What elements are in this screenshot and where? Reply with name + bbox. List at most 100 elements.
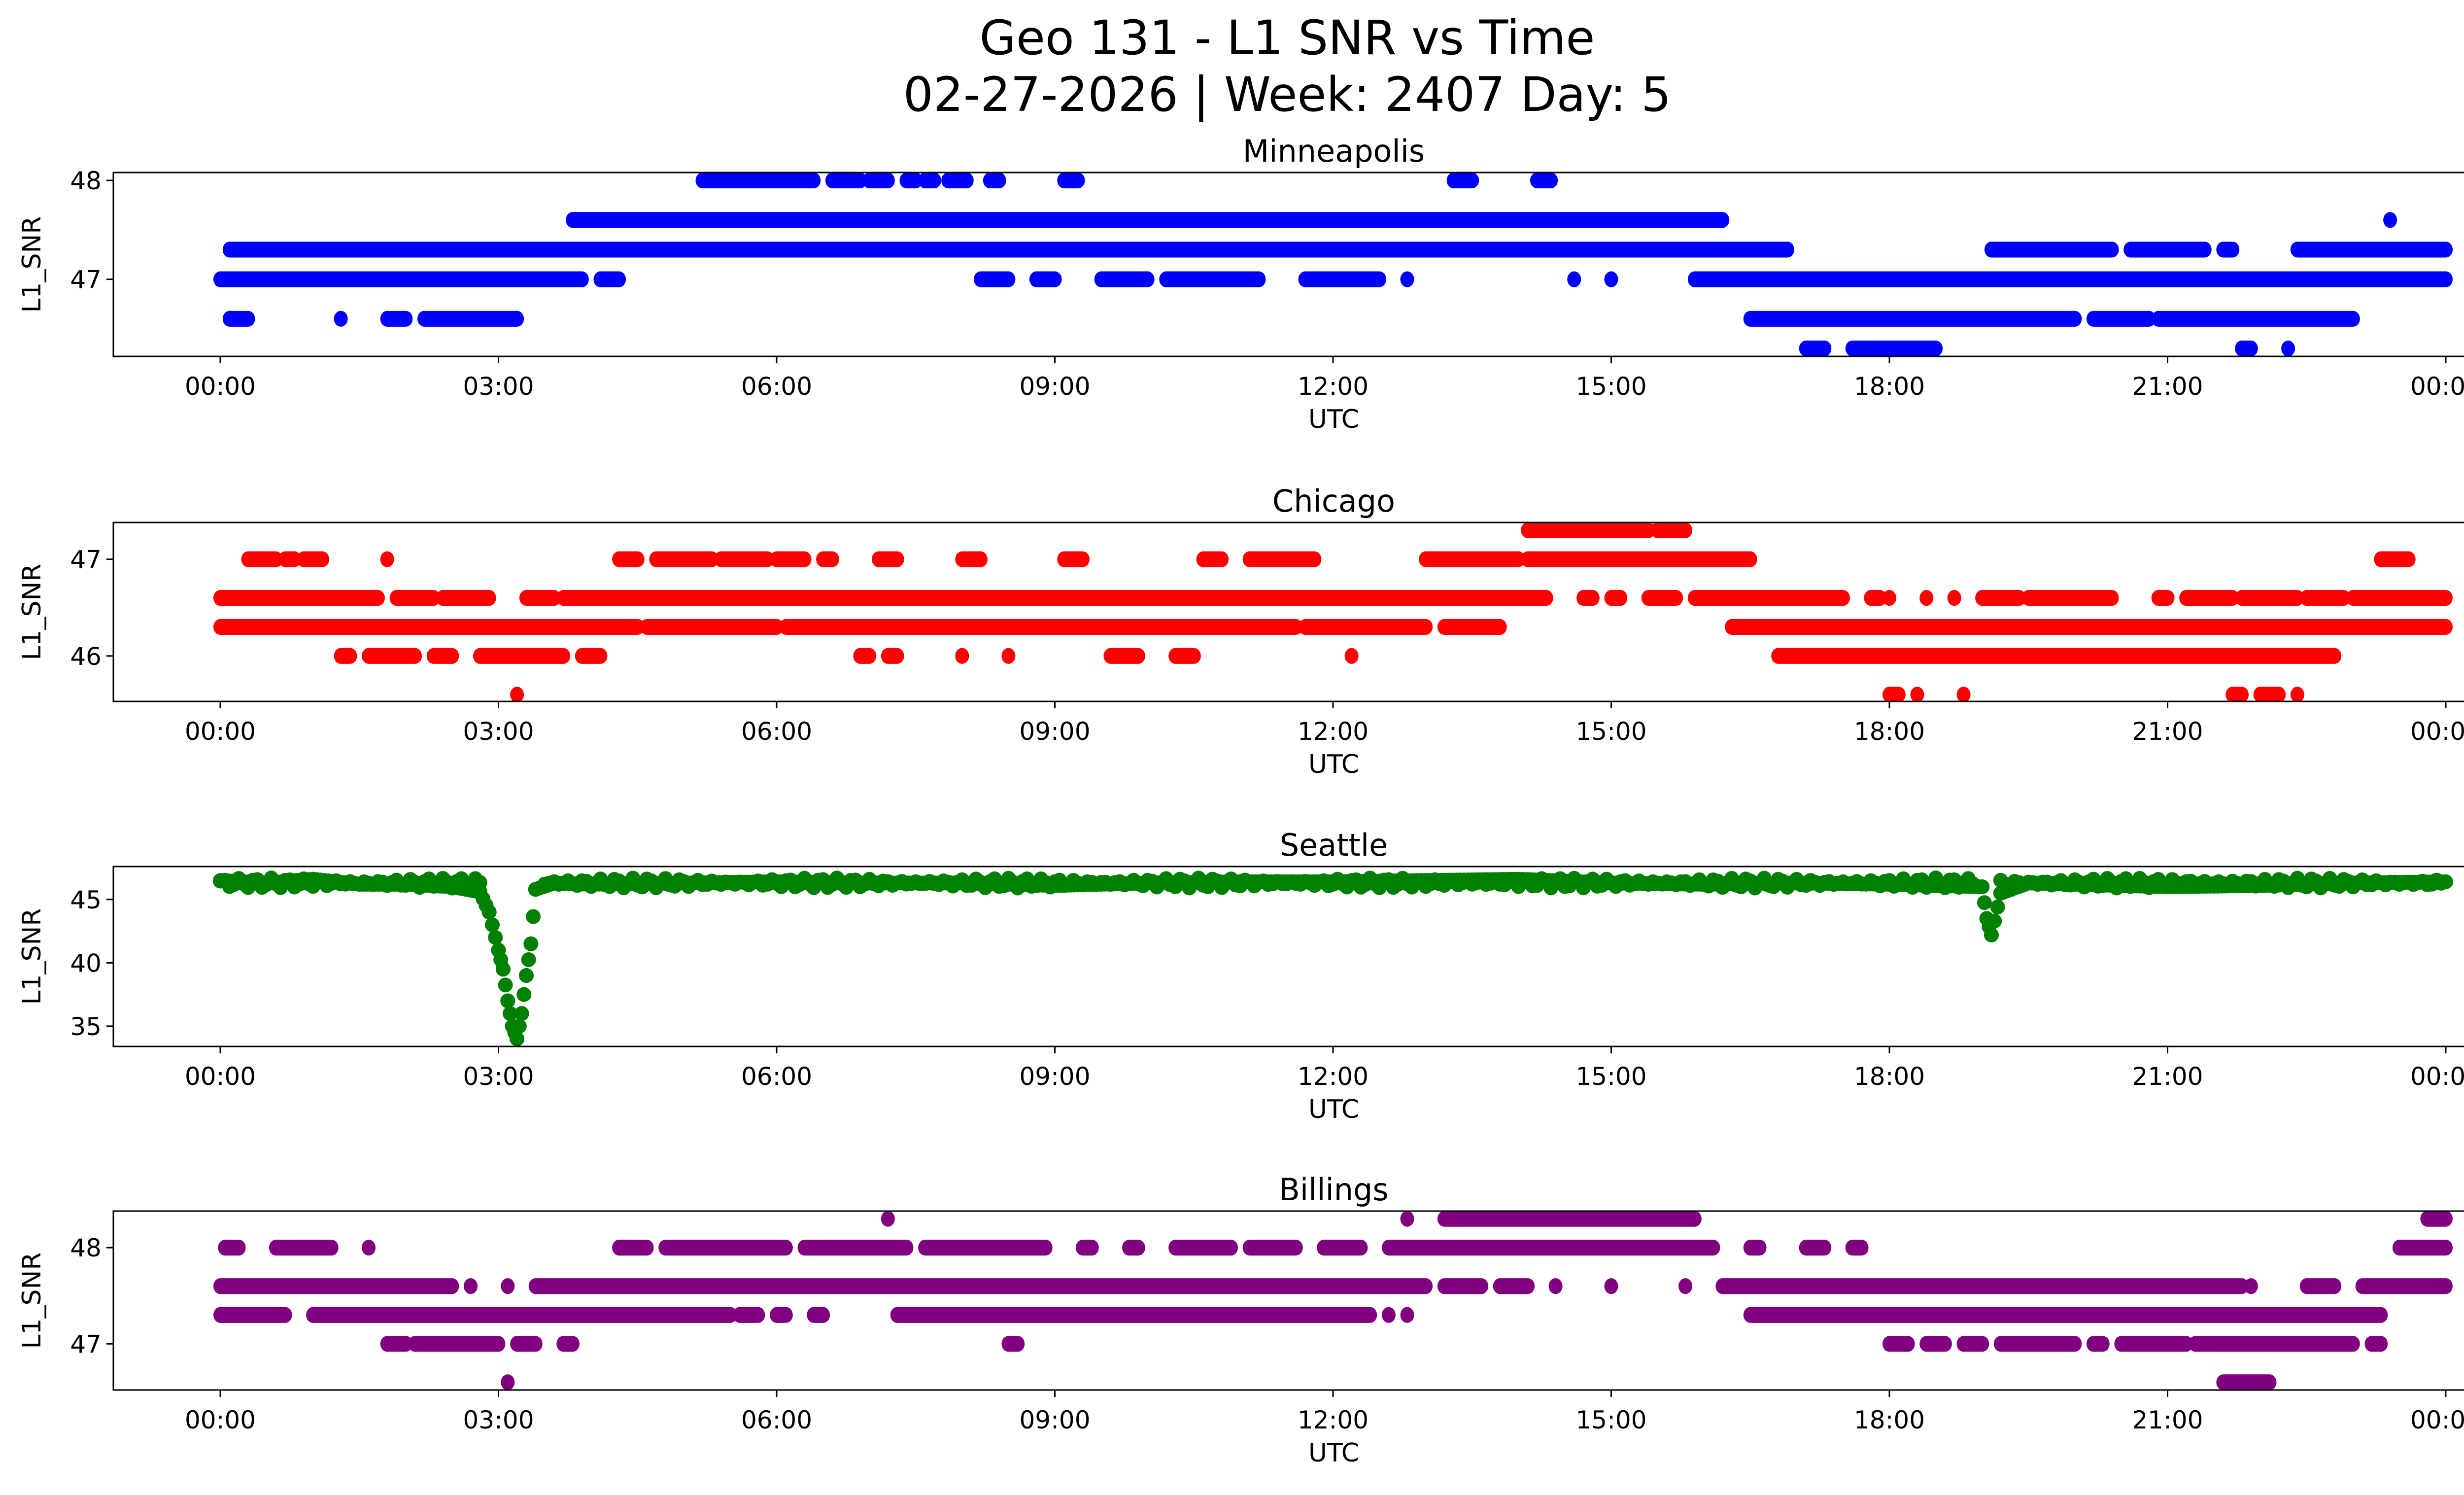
data-point [501, 1374, 515, 1390]
data-run [1493, 1278, 1535, 1294]
data-run [1437, 619, 1507, 635]
data-run [1725, 619, 2453, 635]
data-run [1604, 590, 1628, 606]
data-run [1446, 173, 1479, 189]
x-tick-label: 12:00 [1298, 372, 1369, 401]
data-run [334, 648, 357, 664]
data-run [473, 648, 571, 664]
data-point [2290, 687, 2304, 701]
x-tick-label: 00:00 [185, 1062, 256, 1091]
data-point [1990, 900, 2005, 915]
y-tick-label: 40 [70, 949, 102, 977]
data-point [523, 936, 539, 951]
y-tick-label: 48 [70, 167, 102, 195]
data-point [498, 977, 513, 993]
data-run [816, 551, 839, 567]
data-run [732, 1307, 765, 1323]
data-run [890, 1307, 1377, 1323]
data-run [983, 173, 1006, 189]
y-tick-label: 48 [70, 1234, 102, 1262]
scatter-points [213, 1211, 2453, 1390]
y-axis-label: L1_SNR [17, 1252, 47, 1349]
data-point [1956, 687, 1971, 701]
x-tick-label: 06:00 [741, 1406, 812, 1434]
data-run [2346, 590, 2453, 606]
data-point [1001, 648, 1016, 664]
y-axis-label: L1_SNR [17, 216, 47, 313]
data-run [1103, 648, 1145, 664]
scatter-points [213, 870, 2453, 1046]
data-run [213, 271, 589, 287]
data-point [362, 1240, 376, 1256]
x-tick-label: 09:00 [1019, 1062, 1090, 1091]
x-tick-label: 21:00 [2132, 1062, 2203, 1091]
data-run [770, 1307, 793, 1323]
data-point [2383, 212, 2397, 228]
x-tick-label: 15:00 [1575, 1406, 1646, 1434]
data-run [973, 271, 1016, 287]
data-run [1317, 1240, 1368, 1256]
data-run [807, 1307, 830, 1323]
data-point [514, 1006, 529, 1021]
data-run [306, 1307, 737, 1323]
data-run [649, 551, 719, 567]
x-axis-label: UTC [1308, 1095, 1359, 1124]
data-point [481, 904, 497, 920]
data-run [612, 551, 645, 567]
data-run [853, 648, 877, 664]
data-run [1743, 311, 2082, 327]
data-run [1743, 1307, 2388, 1323]
data-point [510, 1031, 525, 1046]
data-run [640, 619, 784, 635]
data-run [1094, 271, 1155, 287]
data-run [593, 271, 626, 287]
data-run [575, 648, 608, 664]
data-run [1437, 1211, 1702, 1227]
data-run [1029, 271, 1062, 287]
chart-subtitle: 02-27-2026 | Week: 2407 Day: 5 [903, 67, 1672, 123]
data-run [918, 1240, 1053, 1256]
data-run [695, 173, 821, 189]
data-run [269, 1240, 339, 1256]
data-run [2114, 1336, 2193, 1352]
data-run [2086, 1336, 2110, 1352]
data-run [1882, 687, 1906, 701]
data-run [1168, 648, 1201, 664]
data-run [862, 173, 895, 189]
panel-title: Minneapolis [1243, 133, 1425, 169]
data-run [213, 590, 385, 606]
data-run [2151, 311, 2360, 327]
data-run [1122, 1240, 1145, 1256]
data-run [1576, 590, 1600, 606]
data-run [658, 1240, 793, 1256]
data-run [1799, 1240, 1832, 1256]
data-run [2420, 1211, 2453, 1227]
x-tick-label: 12:00 [1298, 1062, 1369, 1091]
data-point [1400, 271, 1414, 287]
data-run [528, 1278, 1433, 1294]
data-run [278, 551, 302, 567]
data-run [510, 1336, 543, 1352]
x-tick-label: 00:00 [2410, 1406, 2464, 1434]
x-tick-label: 21:00 [2132, 372, 2203, 401]
data-run [2123, 242, 2212, 258]
data-point [464, 1278, 478, 1294]
data-run [2188, 1336, 2360, 1352]
data-point [1987, 913, 2002, 929]
data-run [918, 173, 941, 189]
data-point [1344, 648, 1359, 664]
data-run [1242, 551, 1322, 567]
data-run [1001, 1336, 1025, 1352]
data-run [213, 1278, 459, 1294]
panel-minneapolis: Minneapolis 47 48 L1_SNR 00:00 03:00 06:00 09:0… [17, 133, 2464, 434]
data-run [389, 590, 441, 606]
y-tick-label: 47 [70, 546, 102, 574]
data-run [1641, 590, 1683, 606]
data-run [825, 173, 867, 189]
data-run [1715, 1278, 2249, 1294]
data-point [501, 1278, 515, 1294]
x-axis-label: UTC [1308, 750, 1359, 779]
data-point [512, 1018, 527, 1034]
data-run [1864, 590, 1887, 606]
